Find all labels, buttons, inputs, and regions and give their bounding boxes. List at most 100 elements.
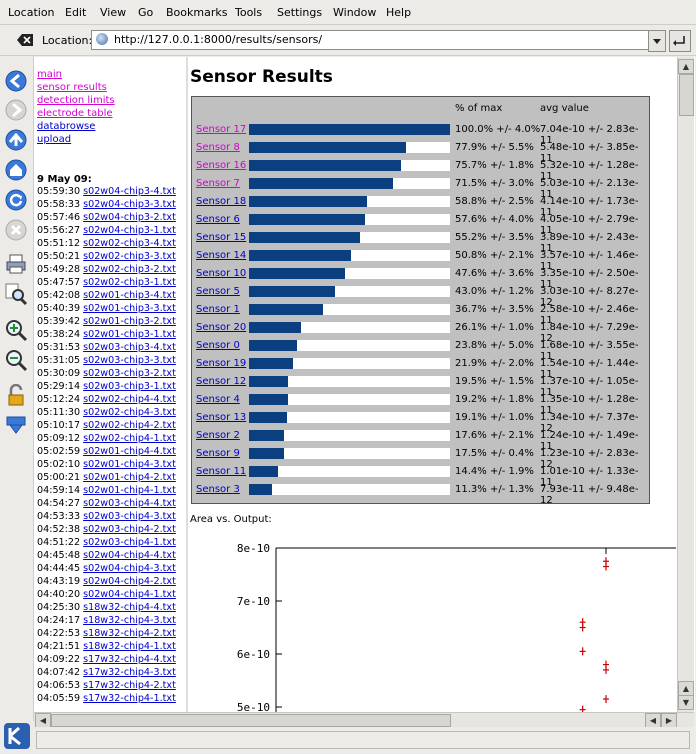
- log-file-link[interactable]: s02w04-chip4-4.txt: [83, 550, 176, 561]
- nav-link-databrowse[interactable]: databrowse: [37, 121, 96, 132]
- log-file-link[interactable]: s02w04-chip3-1.txt: [83, 225, 176, 236]
- sensor-link[interactable]: Sensor 18: [196, 196, 247, 207]
- log-file-link[interactable]: s18w32-chip4-1.txt: [83, 641, 176, 652]
- kde-logo-icon[interactable]: [3, 722, 31, 750]
- log-file-link[interactable]: s17w32-chip4-1.txt: [83, 693, 176, 704]
- menu-tools[interactable]: Tools: [235, 6, 263, 19]
- sensor-link[interactable]: Sensor 20: [196, 322, 247, 333]
- clear-location-icon[interactable]: [16, 32, 34, 48]
- search-icon[interactable]: [4, 282, 28, 306]
- log-file-link[interactable]: s02w03-chip3-1.txt: [83, 381, 176, 392]
- log-file-link[interactable]: s17w32-chip4-3.txt: [83, 667, 176, 678]
- horizontal-scroll-thumb[interactable]: [51, 714, 451, 727]
- log-file-link[interactable]: s02w03-chip3-2.txt: [83, 368, 176, 379]
- up-icon[interactable]: [4, 128, 28, 152]
- back-icon[interactable]: [4, 69, 28, 93]
- log-file-link[interactable]: s02w03-chip4-4.txt: [83, 498, 176, 509]
- zoom-in-icon[interactable]: [4, 318, 28, 342]
- log-file-link[interactable]: s18w32-chip4-4.txt: [83, 602, 176, 613]
- log-file-link[interactable]: s02w01-chip4-2.txt: [83, 472, 176, 483]
- scroll-right-button[interactable]: ▶: [661, 713, 677, 728]
- sensor-link[interactable]: Sensor 1: [196, 304, 240, 315]
- sensor-link[interactable]: Sensor 2: [196, 430, 240, 441]
- log-file-link[interactable]: s02w03-chip4-1.txt: [83, 537, 176, 548]
- log-file-link[interactable]: s02w01-chip3-2.txt: [83, 316, 176, 327]
- log-file-link[interactable]: s17w32-chip4-2.txt: [83, 680, 176, 691]
- location-url[interactable]: http://127.0.0.1:8000/results/sensors/: [114, 33, 323, 46]
- log-file-link[interactable]: s18w32-chip4-3.txt: [83, 615, 176, 626]
- menu-go[interactable]: Go: [138, 6, 154, 19]
- sensor-link[interactable]: Sensor 10: [196, 268, 247, 279]
- stop-icon[interactable]: [4, 218, 28, 242]
- log-file-link[interactable]: s02w04-chip4-1.txt: [83, 589, 176, 600]
- log-file-link[interactable]: s02w04-chip4-2.txt: [83, 576, 176, 587]
- print-icon[interactable]: [4, 252, 28, 276]
- location-dropdown-button[interactable]: [648, 30, 666, 52]
- log-file-link[interactable]: s18w32-chip4-2.txt: [83, 628, 176, 639]
- vertical-scrollbar[interactable]: ▲ ▲ ▼: [677, 57, 694, 712]
- log-file-link[interactable]: s02w04-chip3-3.txt: [83, 199, 176, 210]
- log-file-link[interactable]: s02w03-chip3-4.txt: [83, 342, 176, 353]
- sensor-link[interactable]: Sensor 7: [196, 178, 240, 189]
- sensor-link[interactable]: Sensor 5: [196, 286, 240, 297]
- sensor-link[interactable]: Sensor 13: [196, 412, 247, 423]
- vertical-scroll-thumb[interactable]: [679, 74, 694, 116]
- sensor-link[interactable]: Sensor 12: [196, 376, 247, 387]
- nav-link-main[interactable]: main: [37, 69, 62, 80]
- log-file-link[interactable]: s02w03-chip3-3.txt: [83, 355, 176, 366]
- sensor-link[interactable]: Sensor 14: [196, 250, 247, 261]
- scroll-up-button[interactable]: ▲: [678, 59, 694, 74]
- horizontal-scrollbar[interactable]: ◀ ◀ ▶: [34, 712, 694, 728]
- log-file-link[interactable]: s02w02-chip4-1.txt: [83, 433, 176, 444]
- home-icon[interactable]: [4, 158, 28, 182]
- nav-link-sensor-results[interactable]: sensor results: [37, 82, 107, 93]
- log-file-link[interactable]: s02w02-chip3-3.txt: [83, 251, 176, 262]
- menu-window[interactable]: Window: [333, 6, 377, 19]
- go-button[interactable]: [669, 30, 691, 52]
- sensor-link[interactable]: Sensor 15: [196, 232, 247, 243]
- log-file-link[interactable]: s02w04-chip3-2.txt: [83, 212, 176, 223]
- download-icon[interactable]: [4, 414, 28, 438]
- menu-settings[interactable]: Settings: [277, 6, 323, 19]
- log-file-link[interactable]: s02w02-chip3-2.txt: [83, 264, 176, 275]
- sensor-link[interactable]: Sensor 0: [196, 340, 240, 351]
- nav-link-electrode-table[interactable]: electrode table: [37, 108, 113, 119]
- log-file-link[interactable]: s02w04-chip3-4.txt: [83, 186, 176, 197]
- sensor-link[interactable]: Sensor 19: [196, 358, 247, 369]
- sensor-link[interactable]: Sensor 9: [196, 448, 240, 459]
- scroll-up-button-2[interactable]: ▲: [678, 681, 694, 696]
- log-file-link[interactable]: s02w01-chip4-3.txt: [83, 459, 176, 470]
- reload-icon[interactable]: [4, 188, 28, 212]
- log-file-link[interactable]: s02w02-chip3-1.txt: [83, 277, 176, 288]
- sensor-link[interactable]: Sensor 11: [196, 466, 247, 477]
- log-file-link[interactable]: s02w03-chip4-3.txt: [83, 511, 176, 522]
- zoom-out-icon[interactable]: [4, 348, 28, 372]
- sensor-link[interactable]: Sensor 4: [196, 394, 240, 405]
- log-file-link[interactable]: s02w01-chip4-4.txt: [83, 446, 176, 457]
- nav-link-detection-limits[interactable]: detection limits: [37, 95, 115, 106]
- forward-icon[interactable]: [4, 98, 28, 122]
- log-file-link[interactable]: s02w01-chip3-1.txt: [83, 329, 176, 340]
- log-file-link[interactable]: s02w02-chip4-3.txt: [83, 407, 176, 418]
- menu-help[interactable]: Help: [386, 6, 412, 19]
- menu-edit[interactable]: Edit: [65, 6, 87, 19]
- sensor-link[interactable]: Sensor 8: [196, 142, 240, 153]
- log-file-link[interactable]: s02w02-chip4-4.txt: [83, 394, 176, 405]
- log-file-link[interactable]: s02w01-chip3-3.txt: [83, 303, 176, 314]
- log-file-link[interactable]: s02w01-chip3-4.txt: [83, 290, 176, 301]
- log-file-link[interactable]: s17w32-chip4-4.txt: [83, 654, 176, 665]
- log-file-link[interactable]: s02w03-chip4-2.txt: [83, 524, 176, 535]
- menu-location[interactable]: Location: [8, 6, 55, 19]
- log-file-link[interactable]: s02w02-chip4-2.txt: [83, 420, 176, 431]
- scroll-left-button[interactable]: ◀: [35, 713, 51, 728]
- security-lock-icon[interactable]: [4, 384, 28, 408]
- log-file-link[interactable]: s02w01-chip4-1.txt: [83, 485, 176, 496]
- sensor-link[interactable]: Sensor 16: [196, 160, 247, 171]
- sensor-link[interactable]: Sensor 17: [196, 124, 247, 135]
- sensor-link[interactable]: Sensor 3: [196, 484, 240, 495]
- scroll-left-button-2[interactable]: ◀: [645, 713, 661, 728]
- log-file-link[interactable]: s02w04-chip4-3.txt: [83, 563, 176, 574]
- sensor-link[interactable]: Sensor 6: [196, 214, 240, 225]
- menu-view[interactable]: View: [100, 6, 127, 19]
- scroll-down-button[interactable]: ▼: [678, 695, 694, 710]
